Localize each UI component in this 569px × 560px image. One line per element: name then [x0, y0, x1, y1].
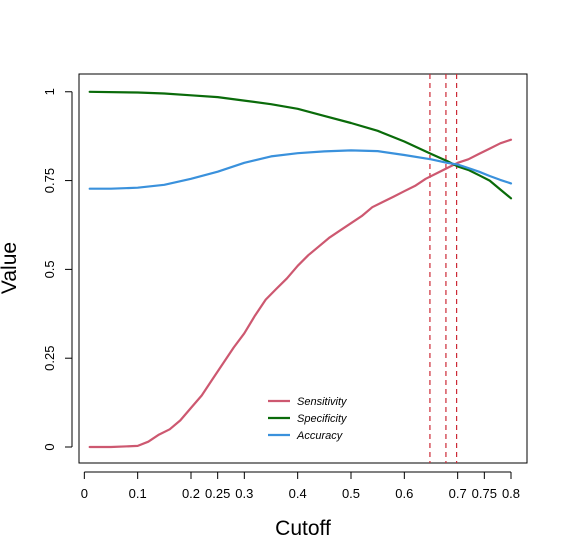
series-line-accuracy [88, 149, 513, 190]
x-tick-label-7: 0.6 [395, 486, 413, 501]
legend-label-specificity: Specificity [297, 413, 348, 425]
x-tick-label-2: 0.2 [182, 486, 200, 501]
cutoff-markers [429, 74, 458, 463]
series-line-specificity [88, 90, 513, 200]
y-tick-label-4: 1 [42, 88, 57, 95]
x-tick-label-1: 0.1 [129, 486, 147, 501]
y-tick-label-2: 0.5 [42, 260, 57, 278]
y-tick-label-0: 0 [42, 443, 57, 450]
y-tick-label-1: 0.25 [42, 346, 57, 371]
y-axis: 0 0.25 0.5 0.75 1 [42, 88, 73, 451]
series-lines [88, 90, 513, 449]
series-line-sensitivity [88, 138, 513, 449]
plot-frame [78, 73, 528, 464]
x-tick-label-9: 0.75 [472, 486, 497, 501]
x-tick-label-6: 0.5 [342, 486, 360, 501]
x-tick-label-5: 0.4 [289, 486, 307, 501]
y-tick-label-3: 0.75 [42, 168, 57, 193]
x-tick-label-3: 0.25 [205, 486, 230, 501]
legend-label-accuracy: Accuracy [296, 430, 344, 442]
legend: Sensitivity Specificity Accuracy [268, 396, 348, 442]
y-axis-title: Value [0, 242, 21, 294]
x-tick-label-10: 0.8 [502, 486, 520, 501]
x-tick-label-4: 0.3 [235, 486, 253, 501]
legend-label-sensitivity: Sensitivity [297, 396, 348, 408]
x-axis: 0 0.1 0.2 0.25 0.3 0.4 0.5 0.6 0.7 0.75 0.8 [81, 471, 520, 501]
x-axis-title: Cutoff [275, 517, 331, 540]
x-tick-label-8: 0.7 [449, 486, 467, 501]
x-tick-label-0: 0 [81, 486, 88, 501]
